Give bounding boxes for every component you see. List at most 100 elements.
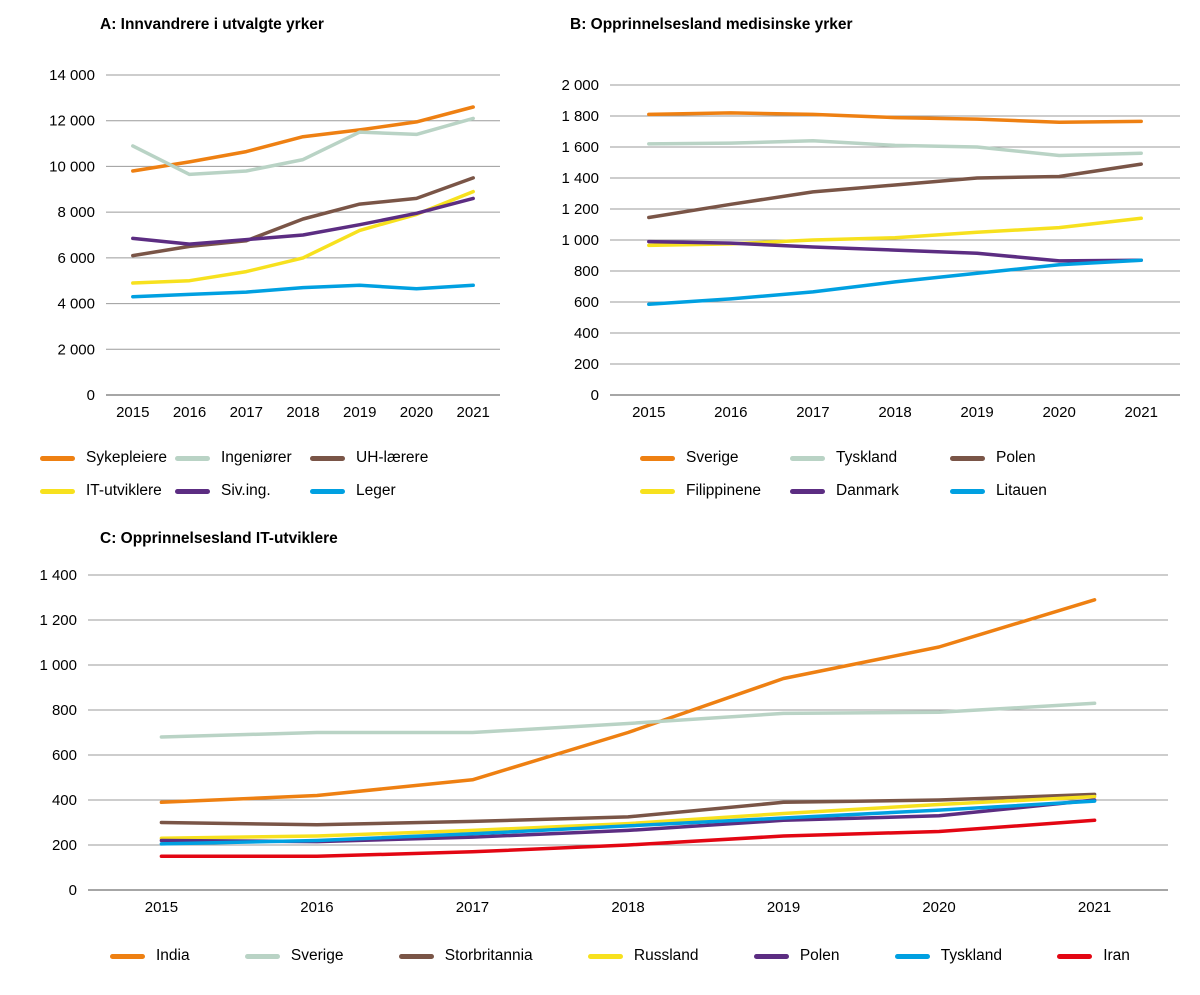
- x-tick-label: 2017: [456, 899, 489, 916]
- legend-swatch-polen: [753, 953, 789, 959]
- y-tick-label: 0: [87, 387, 95, 404]
- legend-item-sverige: Sverige: [244, 944, 344, 968]
- y-tick-label: 12 000: [49, 113, 95, 130]
- legend-item-uh-l-rere: UH-lærere: [310, 446, 540, 470]
- y-tick-label: 6 000: [57, 250, 95, 267]
- series-line-iran: [159, 818, 1097, 859]
- chart-a: A: Innvandrere i utvalgte yrker 0 2 000 4 …: [20, 14, 540, 503]
- x-tick-label: 2015: [632, 404, 665, 421]
- chart-svg-b: 0 200 400 600 800 1 000 1 200 1 400 1 600 1 800 2 …: [561, 77, 1180, 421]
- x-tick-label: 2019: [767, 899, 800, 916]
- legend-item-russland: Russland: [587, 944, 699, 968]
- y-tick-label: 800: [574, 263, 599, 280]
- y-tick-label: 1 400: [561, 170, 599, 187]
- legend-swatch-litauen: [950, 488, 985, 494]
- y-tick-label: 1 200: [39, 612, 77, 629]
- series-line-uh-l-rere: [131, 176, 475, 258]
- x-tick-label: 2019: [343, 404, 376, 421]
- chart-c-title: C: Opprinnelsesland IT-utviklere: [100, 530, 338, 547]
- legend-label-sverige: Sverige: [686, 449, 739, 466]
- legend-swatch-it-utviklere: [40, 488, 75, 494]
- legend-label-ingeni-rer: Ingeniører: [221, 449, 292, 466]
- legend-item-polen: Polen: [753, 944, 840, 968]
- legend-item-danmark: Danmark: [790, 479, 950, 503]
- series-line-storbritannia: [159, 792, 1097, 827]
- legend-label-sykepleiere: Sykepleiere: [86, 449, 167, 466]
- legend-item-siv-ing: Siv.ing.: [175, 479, 310, 503]
- series-line-danmark: [647, 239, 1143, 263]
- chart-b-plot: 0 200 400 600 800 1 000 1 200 1 400 1 600 1 800 2 …: [560, 42, 1190, 432]
- x-tick-label: 2016: [300, 899, 333, 916]
- series-line-sverige: [647, 111, 1143, 124]
- legend-label-filippinene: Filippinene: [686, 482, 761, 499]
- legend-item-polen: Polen: [950, 446, 1190, 470]
- x-tick-label: 2021: [1125, 404, 1158, 421]
- x-tick-label: 2015: [116, 404, 149, 421]
- y-tick-label: 4 000: [57, 296, 95, 313]
- chart-a-plot: 0 2 000 4 000 6 000 8 000 10 000 12 000 14 000 2…: [20, 42, 540, 432]
- y-tick-label: 400: [52, 792, 77, 809]
- legend-swatch-siv-ing: [175, 488, 210, 494]
- chart-a-title: A: Innvandrere i utvalgte yrker: [100, 16, 324, 33]
- series-line-tyskland: [159, 799, 1097, 846]
- legend-label-siv-ing: Siv.ing.: [221, 482, 271, 499]
- legend-item-it-utviklere: IT-utviklere: [40, 479, 175, 503]
- x-tick-label: 2020: [400, 404, 433, 421]
- legend-label-india: India: [156, 947, 190, 964]
- legend-item-filippinene: Filippinene: [640, 479, 790, 503]
- legend-item-litauen: Litauen: [950, 479, 1190, 503]
- y-tick-label: 1 200: [561, 201, 599, 218]
- legend-label-tyskland: Tyskland: [940, 947, 1002, 964]
- series-line-it-utviklere: [131, 189, 475, 285]
- legend-label-russland: Russland: [633, 947, 699, 964]
- series-line-siv-ing: [131, 196, 475, 246]
- series-line-sverige: [159, 701, 1097, 739]
- legend-swatch-tyskland: [790, 455, 825, 461]
- y-tick-label: 400: [574, 325, 599, 342]
- legend-item-leger: Leger: [310, 479, 540, 503]
- y-tick-label: 600: [574, 294, 599, 311]
- series-line-sykepleiere: [131, 105, 475, 173]
- legend-label-polen: Polen: [996, 449, 1036, 466]
- legend-label-tyskland: Tyskland: [836, 449, 898, 466]
- legend-swatch-tyskland: [894, 953, 930, 959]
- legend-label-polen: Polen: [799, 947, 840, 964]
- legend-swatch-iran: [1057, 953, 1093, 959]
- chart-a-legend: Sykepleiere Ingeniører UH-lærere IT-utvikle…: [40, 446, 540, 503]
- legend-swatch-storbritannia: [398, 953, 434, 959]
- legend-swatch-sykepleiere: [40, 455, 75, 461]
- series-line-tyskland: [647, 139, 1143, 158]
- legend-swatch-india: [110, 953, 145, 959]
- legend-item-ingeni-rer: Ingeniører: [175, 446, 310, 470]
- y-tick-label: 2 000: [57, 341, 95, 358]
- y-tick-label: 2 000: [561, 77, 599, 94]
- legend-item-sverige: Sverige: [640, 446, 790, 470]
- y-tick-label: 10 000: [49, 158, 95, 175]
- x-tick-label: 2021: [457, 404, 490, 421]
- y-tick-label: 200: [574, 356, 599, 373]
- legend-swatch-russland: [587, 953, 623, 959]
- chart-b: B: Opprinnelsesland medisinske yrker 0 20…: [560, 14, 1190, 503]
- legend-label-litauen: Litauen: [996, 482, 1047, 499]
- legend-swatch-sverige: [244, 953, 280, 959]
- x-tick-label: 2018: [878, 404, 911, 421]
- y-tick-label: 200: [52, 837, 77, 854]
- legend-swatch-sverige: [640, 455, 675, 461]
- legend-item-iran: Iran: [1057, 944, 1130, 968]
- legend-label-storbritannia: Storbritannia: [444, 947, 533, 964]
- legend-label-sverige: Sverige: [290, 947, 344, 964]
- y-tick-label: 1 000: [561, 232, 599, 249]
- chart-b-title: B: Opprinnelsesland medisinske yrker: [570, 16, 853, 33]
- series-line-ingeni-rer: [131, 116, 475, 177]
- legend-swatch-polen: [950, 455, 985, 461]
- series-line-polen: [647, 162, 1143, 220]
- chart-svg-a: 0 2 000 4 000 6 000 8 000 10 000 12 000 14 000 2…: [49, 67, 500, 421]
- legend-label-iran: Iran: [1103, 947, 1130, 964]
- y-tick-label: 1 800: [561, 108, 599, 125]
- legend-item-tyskland: Tyskland: [790, 446, 950, 470]
- y-tick-label: 1 600: [561, 139, 599, 156]
- x-tick-label: 2020: [922, 899, 955, 916]
- chart-b-legend: Sverige Tyskland Polen Filippinene Danmark Li…: [640, 446, 1190, 503]
- chart-c-plot: 0 200 400 600 800 1 000 1 200 1 400 2015 2016 2017…: [20, 556, 1190, 936]
- legend-swatch-uh-l-rere: [310, 455, 345, 461]
